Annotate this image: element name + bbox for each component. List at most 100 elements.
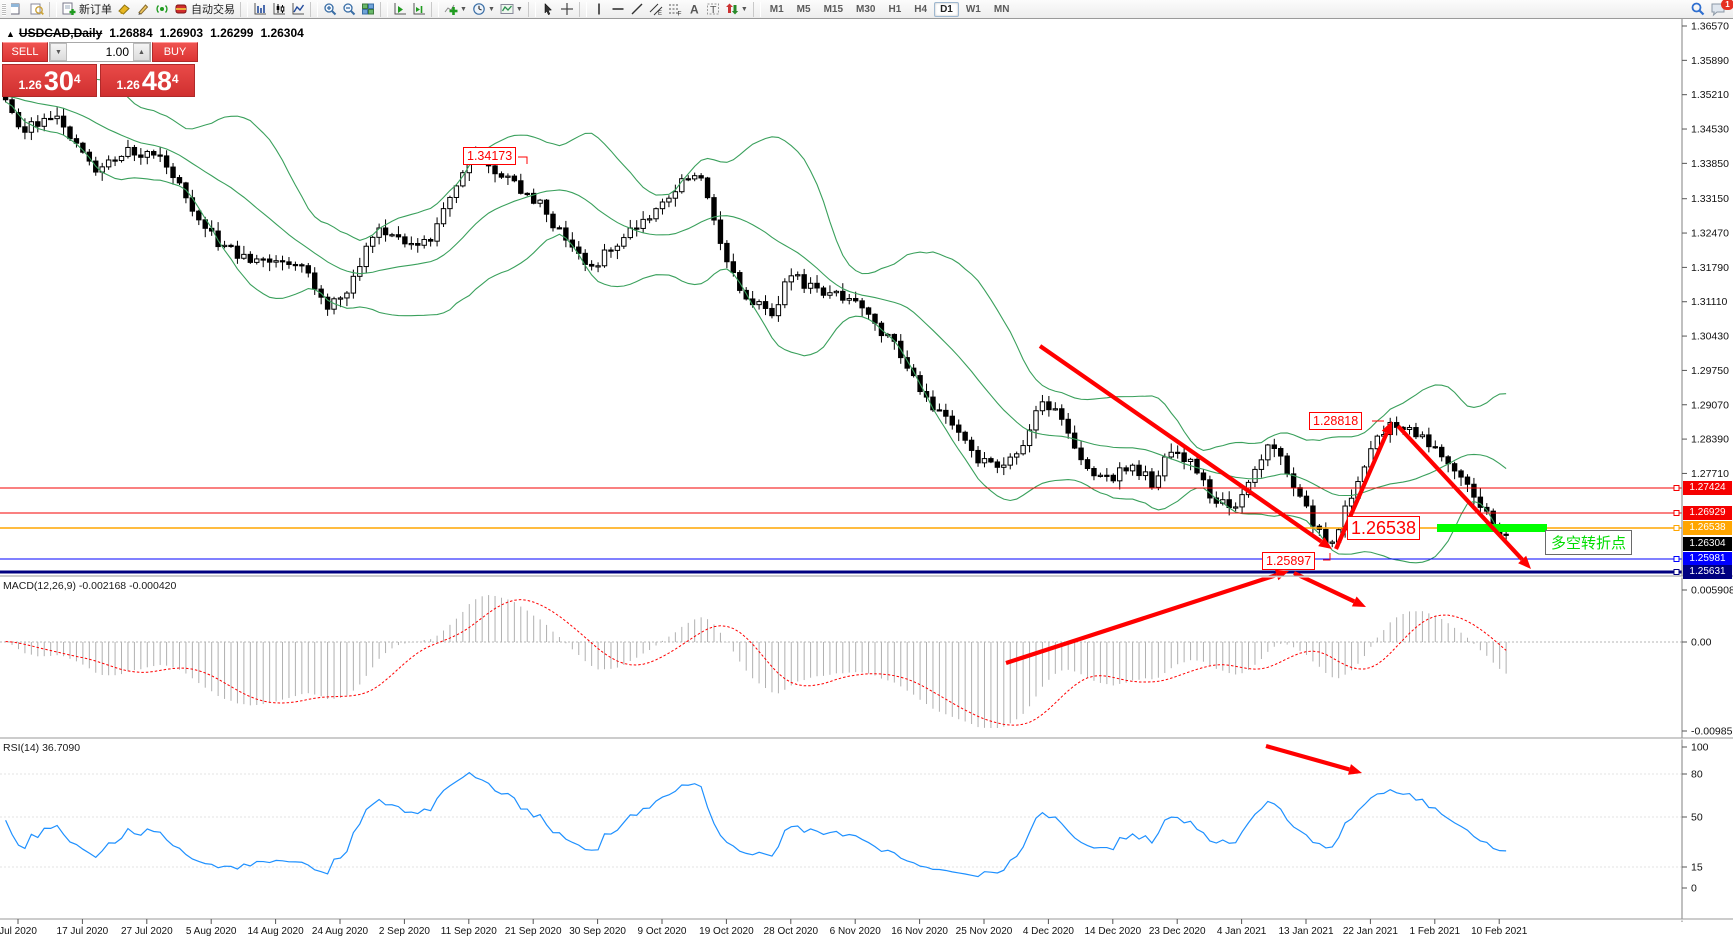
date-axis-label: 14 Dec 2020 (1084, 926, 1141, 937)
timeframe-M1[interactable]: M1 (769, 3, 784, 15)
date-axis-label: 4 Jan 2021 (1217, 926, 1267, 937)
trend-arrowhead (1347, 764, 1362, 775)
chart-objects (0, 156, 1682, 775)
trend-arrow[interactable] (1293, 571, 1356, 604)
price-label-annotation[interactable]: 1.34173 (463, 147, 517, 165)
new-order-button[interactable]: 新订单 (60, 1, 114, 18)
date-axis-label: 2 Sep 2020 (379, 926, 431, 937)
bollinger-upper-band (5, 77, 1507, 452)
zoom-in-icon[interactable] (321, 1, 339, 18)
timeframe-D1[interactable]: D1 (934, 1, 959, 17)
price-tag: 1.26538 (1683, 521, 1732, 535)
vertical-line-icon[interactable] (590, 1, 608, 18)
zoom-out-icon[interactable] (340, 1, 358, 18)
price-axis-tick: 1.36570 (1691, 21, 1729, 33)
metaeditor-icon[interactable] (134, 1, 152, 18)
turning-point-note[interactable]: 多空转折点 (1545, 530, 1633, 555)
search-icon[interactable] (1688, 1, 1708, 18)
date-axis-label: 14 Aug 2020 (248, 926, 305, 937)
toolbar-separator (431, 1, 439, 17)
buy-button[interactable]: BUY (152, 42, 198, 62)
macd-pane (0, 595, 1682, 728)
price-axis-tick: 1.28390 (1691, 434, 1729, 446)
toolbar-separator (527, 1, 536, 17)
price-tag: 1.26304 (1683, 537, 1732, 551)
charts-cascade-icon[interactable] (9, 1, 27, 18)
add-indicator-button[interactable]: ▼ (442, 1, 469, 18)
trend-arrow[interactable] (1334, 432, 1389, 550)
timeframe-H1[interactable]: H1 (888, 3, 902, 15)
indicator-axis-tick: 0 (1691, 883, 1697, 895)
price-axis-tick: 1.29070 (1691, 399, 1729, 411)
indicator-axis-tick: 80 (1691, 769, 1703, 781)
trendline-icon[interactable] (628, 1, 646, 18)
volume-input[interactable]: 1.00 (105, 45, 129, 59)
bars-chart-icon[interactable] (251, 1, 269, 18)
trend-arrow[interactable] (1005, 573, 1278, 665)
price-label-annotation[interactable]: 1.25897 (1262, 552, 1316, 570)
collapse-trade-panel-icon[interactable]: ▲ (6, 29, 15, 39)
timeframe-M5[interactable]: M5 (796, 3, 811, 15)
indicator-axis-tick: 15 (1691, 862, 1703, 874)
dropdown-caret-icon[interactable]: ▼ (740, 5, 748, 13)
toolbar-separator (578, 1, 587, 17)
styles-icon[interactable] (115, 1, 133, 18)
timeframe-M15[interactable]: M15 (823, 3, 844, 15)
low-value: 1.26299 (210, 26, 254, 40)
line-chart-icon[interactable] (289, 1, 307, 18)
timeframe-MN[interactable]: MN (993, 3, 1010, 15)
toolbar-grip[interactable] (2, 2, 6, 16)
sell-price-display[interactable]: 1.26 30 4 (2, 64, 97, 97)
chart-title: ▲ USDCAD,Daily 1.26884 1.26903 1.26299 1.2630… (6, 26, 304, 40)
svg-text:F: F (677, 11, 681, 17)
cursor-icon[interactable] (539, 1, 557, 18)
timeframe-H4[interactable]: H4 (914, 3, 928, 15)
buy-price-display[interactable]: 1.26 48 4 (100, 64, 195, 97)
periods-clock-button[interactable]: ▼ (470, 1, 497, 18)
price-axis-tick: 1.34530 (1691, 124, 1729, 136)
signals-icon[interactable] (153, 1, 171, 18)
dropdown-caret-icon[interactable]: ▼ (460, 5, 467, 13)
channel-icon[interactable]: E (647, 1, 665, 18)
market-watch-icon[interactable] (28, 1, 46, 18)
rsi-line (5, 771, 1507, 878)
dropdown-caret-icon[interactable]: ▼ (515, 5, 523, 13)
chart-shift-icon[interactable] (410, 1, 428, 18)
tile-windows-icon[interactable] (359, 1, 377, 18)
autotrading-button[interactable]: 自动交易 (172, 1, 237, 18)
date-axis-label: 21 Sep 2020 (505, 926, 562, 937)
date-axis-label: 4 Dec 2020 (1023, 926, 1075, 937)
notifications-icon[interactable]: 1 (1708, 0, 1733, 18)
volume-decrease-button[interactable]: ▼ (50, 43, 67, 61)
date-axis-label: 16 Nov 2020 (891, 926, 948, 937)
trend-arrow[interactable] (1265, 743, 1351, 772)
trend-arrow[interactable] (1396, 424, 1524, 561)
volume-increase-button[interactable]: ▲ (133, 43, 150, 61)
toolbar-separator (380, 1, 388, 17)
arrows-icon[interactable]: ▼ (723, 1, 750, 18)
candles-chart-icon[interactable] (270, 1, 288, 18)
price-label-annotation[interactable]: 1.28818 (1309, 412, 1363, 430)
fibonacci-icon[interactable]: F (666, 1, 684, 18)
date-axis-label: 23 Dec 2020 (1149, 926, 1206, 937)
chart-template-button[interactable]: ▼ (498, 1, 525, 18)
horizontal-line-icon[interactable] (609, 1, 627, 18)
date-axis-label: 25 Nov 2020 (956, 926, 1013, 937)
text-icon[interactable]: A (685, 1, 703, 18)
auto-scroll-icon[interactable] (391, 1, 409, 18)
indicator-axis-tick: 50 (1691, 812, 1703, 824)
toolbar-separator (310, 1, 318, 17)
sell-button[interactable]: SELL (2, 42, 48, 62)
price-label-annotation[interactable]: 1.26538 (1347, 516, 1421, 540)
crosshair-icon[interactable] (558, 1, 576, 18)
price-tag: 1.26929 (1683, 506, 1732, 520)
dropdown-caret-icon[interactable]: ▼ (487, 5, 495, 13)
price-axis-tick: 1.35890 (1691, 55, 1729, 67)
date-axis-label: 11 Sep 2020 (441, 926, 497, 937)
timeframe-M30[interactable]: M30 (856, 3, 876, 15)
trend-arrow[interactable] (1038, 344, 1323, 544)
timeframe-W1[interactable]: W1 (965, 3, 981, 15)
label-icon[interactable]: T (704, 1, 722, 18)
